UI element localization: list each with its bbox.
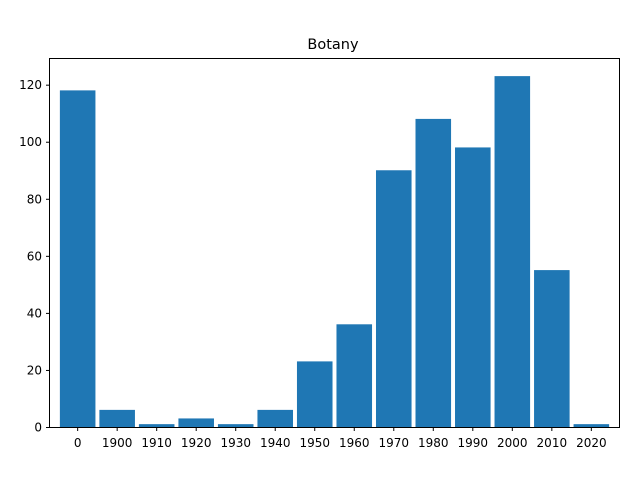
x-tick-label: 2010 [537,436,568,450]
bar-2010 [534,270,570,427]
x-tick-label: 1930 [220,436,251,450]
x-tick-label: 1960 [339,436,370,450]
y-tick-label: 60 [27,249,42,263]
bar-1910 [138,424,175,427]
y-tick-label: 0 [34,421,42,435]
chart-title: Botany [307,37,359,53]
bar-1920 [178,418,214,427]
y-tick-label: 40 [27,306,42,320]
x-tick-label: 2000 [497,436,528,450]
bar-1940 [257,409,294,427]
x-axis-ticks: 0 1900 1910 1920 1930 1940 1950 1960 1970 1980 199… [74,427,607,450]
bar-0 [59,90,96,427]
x-tick-label: 1950 [299,436,330,450]
bar-1980 [415,118,452,427]
bar-1960 [336,324,373,427]
x-tick-label: 0 [74,436,82,450]
bar-2020 [573,424,610,427]
y-tick-label: 100 [19,135,42,149]
x-tick-label: 1990 [458,436,489,450]
x-tick-label: 1900 [102,436,133,450]
plot-frame [49,58,620,428]
x-tick-label: 1980 [418,436,449,450]
y-tick-label: 80 [27,192,42,206]
bar-1950 [296,361,333,427]
y-tick-label: 20 [27,363,42,377]
bars-group [59,76,610,428]
bar-1900 [99,409,135,427]
bar-1930 [217,424,254,427]
bar-1990 [455,147,491,427]
bar-2000 [494,76,531,428]
bar-1970 [375,170,412,427]
x-tick-label: 1920 [181,436,212,450]
x-tick-label: 1940 [260,436,291,450]
y-tick-label: 120 [19,78,42,92]
x-tick-label: 2020 [576,436,607,450]
x-tick-label: 1970 [378,436,409,450]
x-tick-label: 1910 [141,436,172,450]
y-axis-ticks: 0 20 40 60 80 100 120 [19,78,50,435]
